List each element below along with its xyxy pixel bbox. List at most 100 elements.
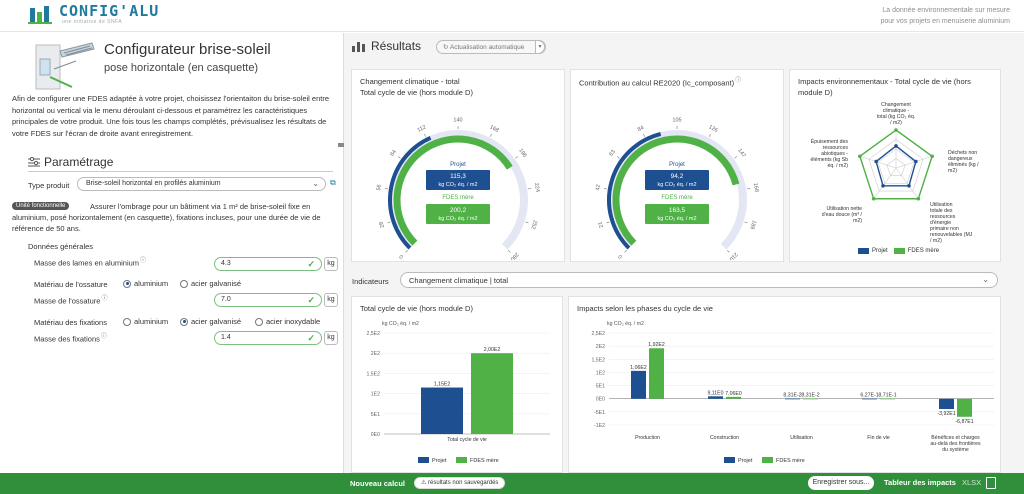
gauge-project-unit: kg CO₂ éq. / m2 bbox=[657, 182, 696, 188]
info-icon[interactable]: ⓘ bbox=[140, 258, 147, 264]
bar-value-label: 8,71E-1 bbox=[878, 392, 896, 398]
info-icon[interactable]: ⓘ bbox=[100, 334, 107, 340]
logo[interactable]: CONFIG'ALU bbox=[28, 4, 159, 26]
radar-card: Impacts environnementaux - Total cycle d… bbox=[789, 69, 1001, 262]
frame-radio-acier-galvanise[interactable]: acier galvanisé bbox=[180, 279, 241, 288]
page-subtitle: pose horizontale (en casquette) bbox=[104, 62, 259, 74]
slat-mass-label: Masse des lames en aluminiumⓘ bbox=[34, 255, 146, 268]
product-type-label: Type produit bbox=[28, 181, 70, 190]
frame-mass-text: Masse de l'ossature bbox=[34, 296, 101, 306]
fix-opt3-label: acier inoxydable bbox=[266, 317, 321, 326]
slat-mass-input[interactable]: 4.3 ✓ bbox=[214, 257, 322, 271]
card3-title-line1: Impacts environnementaux - Total cycle d… bbox=[798, 77, 971, 86]
fix-material-label: Matériau des fixations bbox=[34, 318, 107, 327]
gauge-tick bbox=[624, 249, 628, 253]
gauge-tick-label: 168 bbox=[752, 183, 759, 193]
radar-legend: Projet FDES mère bbox=[852, 248, 939, 254]
check-icon: ✓ bbox=[307, 259, 315, 269]
save-as-button[interactable]: Enregistrer sous... bbox=[808, 476, 874, 490]
sliders-icon bbox=[28, 157, 40, 167]
y-tick-label: 2E2 bbox=[596, 344, 605, 350]
bar-chart-icon bbox=[352, 41, 365, 52]
fix-opt1-label: aluminium bbox=[134, 317, 169, 326]
frame-mass-input[interactable]: 7.0 ✓ bbox=[214, 293, 322, 307]
xlsx-label: XLSX bbox=[962, 478, 982, 487]
warning-icon: ⚠ bbox=[421, 480, 429, 486]
radar-mother-series-point bbox=[894, 128, 898, 132]
auto-update-dropdown[interactable]: ▾ bbox=[535, 40, 545, 54]
frame-radio-aluminium[interactable]: aluminium bbox=[123, 279, 168, 288]
auto-update-button[interactable]: ↻ Actualisation automatique ▾ bbox=[436, 40, 546, 54]
gauge-chart-re2020: 0 21 42 63 84 105 126 147 168 189 210 Projet 94,2 kg … bbox=[595, 117, 759, 260]
card2-title: Contribution au calcul RE2020 (Ic_compos… bbox=[579, 78, 735, 88]
info-icon[interactable]: ⓘ bbox=[101, 296, 108, 302]
bar-project bbox=[421, 387, 463, 434]
new-calculation-button[interactable]: Nouveau calcul bbox=[350, 479, 406, 488]
gauge-project-value: 94,2 bbox=[671, 173, 684, 180]
radar-axis-label: Déchets non dangereux éliminés (kg / m2) bbox=[948, 150, 979, 174]
radar-axis bbox=[859, 155, 897, 169]
legend-mother-label: FDES mère bbox=[470, 458, 499, 464]
bar-value-label: 1,92E2 bbox=[648, 342, 665, 348]
total-bar-card: Total cycle de vie (hors module D) kg CO… bbox=[351, 296, 563, 473]
bar-value-label: 2,00E2 bbox=[484, 347, 501, 353]
bar-project bbox=[631, 370, 646, 399]
y-tick-label: 2,5E2 bbox=[591, 331, 605, 337]
bar-value-label: 7,06E0 bbox=[725, 391, 742, 397]
auto-update-label: Actualisation automatique bbox=[449, 44, 525, 51]
product-type-select[interactable]: Brise-soleil horizontal en profilés alum… bbox=[77, 177, 326, 191]
intro-text: Afin de configurer une FDES adaptée à vo… bbox=[12, 94, 330, 138]
radar-project-series-point bbox=[914, 159, 918, 164]
fix-radio-aluminium[interactable]: aluminium bbox=[123, 317, 168, 326]
gauge-tick bbox=[397, 156, 401, 159]
legend-project-label: Projet bbox=[432, 458, 447, 464]
slat-mass-text: Masse des lames en aluminium bbox=[34, 258, 140, 268]
gauge-tick-label: 280 bbox=[509, 251, 520, 260]
y-axis-unit: kg CO₂ éq. / m2 bbox=[607, 321, 644, 327]
external-link-icon[interactable]: ⧉ bbox=[330, 178, 336, 187]
indicator-select[interactable]: Changement climatique | total ⌄ bbox=[400, 272, 998, 288]
xlsx-download-icon[interactable] bbox=[986, 477, 996, 489]
fix-radio-acier-galvanise[interactable]: acier galvanisé bbox=[180, 317, 241, 326]
impacts-table-label: Tableur des impacts bbox=[884, 478, 956, 487]
category-label: Production bbox=[635, 435, 660, 441]
panel-splitter[interactable] bbox=[343, 33, 344, 473]
gauge-tick bbox=[734, 156, 738, 159]
gauge-tick bbox=[708, 133, 711, 137]
gauge-tick bbox=[616, 156, 620, 159]
gauge-tick-label: 21 bbox=[598, 221, 606, 229]
splitter-handle[interactable] bbox=[338, 143, 344, 147]
gauge-mother-arc bbox=[393, 135, 513, 246]
bar-value-label: 8,31E-2 bbox=[801, 392, 819, 398]
gauge-project-value: 115,3 bbox=[450, 173, 466, 180]
gauge-tick-label: 210 bbox=[728, 251, 739, 260]
bar-value-label: 9,11E0 bbox=[707, 390, 723, 396]
y-tick-label: 5E1 bbox=[596, 384, 605, 390]
frame-material-label: Matériau de l'ossature bbox=[34, 280, 108, 289]
fix-mass-input[interactable]: 1.4 ✓ bbox=[214, 331, 322, 345]
general-data-heading: Données générales bbox=[28, 242, 94, 251]
gauge-tick bbox=[726, 249, 730, 253]
radar-mother-series-point bbox=[871, 196, 876, 201]
parametrage-label: Paramétrage bbox=[44, 155, 114, 169]
y-tick-label: 1,5E2 bbox=[366, 371, 380, 377]
bar-mother bbox=[803, 398, 818, 400]
brand-name: CONFIG'ALU bbox=[59, 2, 160, 20]
radar-project-series-point bbox=[907, 184, 911, 188]
gauge-mother-box bbox=[426, 204, 490, 224]
gauge-tick-label: 147 bbox=[736, 148, 746, 159]
radar-grid bbox=[868, 139, 924, 192]
legend-mother: FDES mère bbox=[907, 248, 940, 254]
category-label: Bénéfices et charges au-delà des frontièr… bbox=[930, 435, 981, 453]
y-tick-label: 5E1 bbox=[371, 412, 380, 418]
phases-bar-card: Impacts selon les phases du cycle de vie… bbox=[568, 296, 1001, 473]
slat-mass-value: 4.3 bbox=[221, 260, 231, 267]
y-tick-label: 2E2 bbox=[371, 351, 380, 357]
brise-soleil-illustration bbox=[35, 42, 95, 90]
frame-mass-label: Masse de l'ossatureⓘ bbox=[34, 293, 107, 306]
check-icon: ✓ bbox=[307, 333, 315, 343]
radar-project-series-point bbox=[881, 184, 885, 188]
legend-project-label: Projet bbox=[738, 458, 753, 464]
info-icon[interactable]: ⓘ bbox=[735, 78, 742, 84]
fix-radio-acier-inoxydable[interactable]: acier inoxydable bbox=[255, 317, 320, 326]
